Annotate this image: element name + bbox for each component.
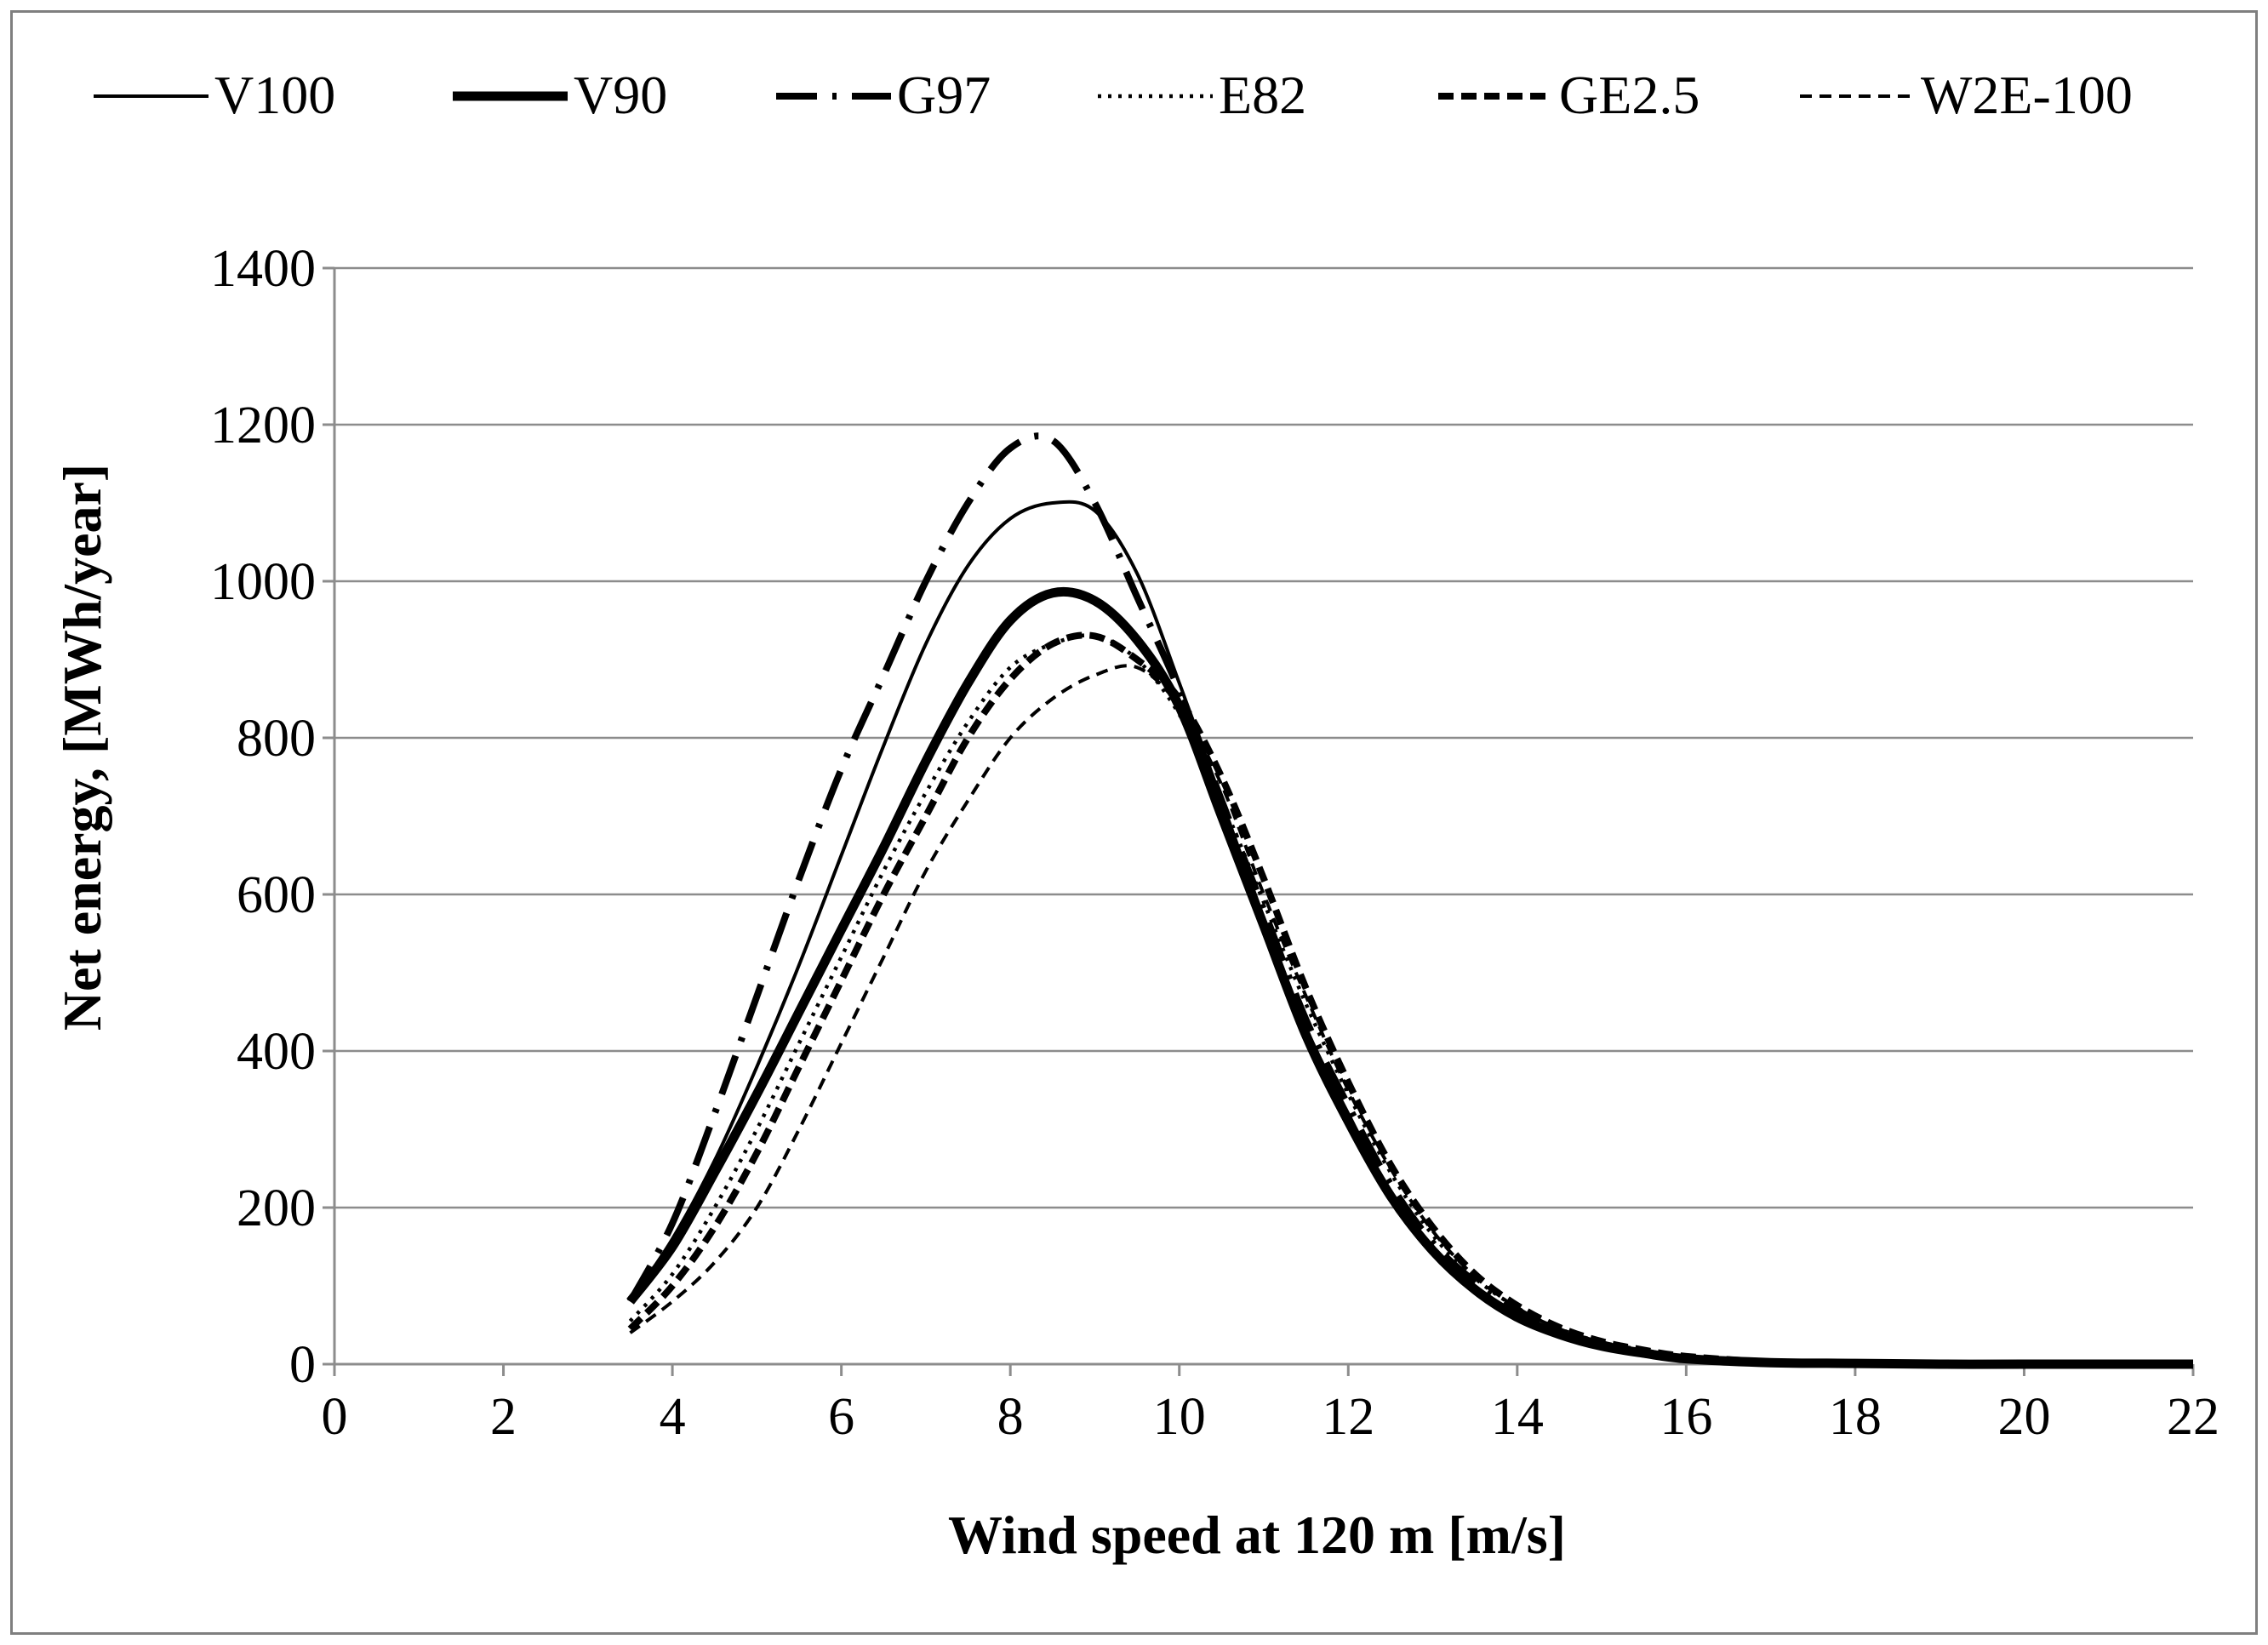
- series-line-ge2-5: [627, 631, 2193, 1368]
- legend-label-g97: G97: [897, 65, 991, 125]
- series-line-e82: [628, 633, 2193, 1367]
- x-tick-label: 10: [1153, 1388, 1206, 1446]
- x-tick-label: 4: [660, 1388, 686, 1446]
- legend-label-w2e-100: W2E-100: [1921, 65, 2133, 125]
- y-tick-label: 600: [237, 866, 316, 924]
- x-tick-label: 0: [322, 1388, 348, 1446]
- y-tick-label: 800: [237, 710, 316, 768]
- legend: V100 V90 G97 E82 GE2.5 W2E-100: [94, 65, 2133, 125]
- x-tick-label: 18: [1829, 1388, 1882, 1446]
- y-tick-label: 400: [237, 1023, 316, 1081]
- x-tick-label: 22: [2167, 1388, 2219, 1446]
- series-lines: [626, 432, 2193, 1369]
- y-tick-label: 1000: [210, 553, 316, 611]
- axes: [323, 266, 2195, 1376]
- legend-label-ge2-5: GE2.5: [1559, 65, 1700, 125]
- x-tick-label: 2: [490, 1388, 517, 1446]
- y-axis-title: Net energy, [MWh/year]: [52, 464, 112, 1031]
- legend-label-v100: V100: [214, 65, 335, 125]
- x-tick-label: 8: [997, 1388, 1024, 1446]
- x-tick-label: 16: [1660, 1388, 1712, 1446]
- x-tick-label: 14: [1491, 1388, 1544, 1446]
- x-tick-label: 20: [1997, 1388, 2050, 1446]
- y-tick-label: 200: [237, 1179, 316, 1237]
- y-tick-label: 1400: [210, 240, 316, 298]
- legend-label-v90: V90: [574, 65, 667, 125]
- x-tick-label: 6: [828, 1388, 854, 1446]
- gridlines: [334, 266, 2193, 1209]
- tick-labels: 0 200 400 600 800 1000 1200 1400 0 2 4 6 8 10 12 14 16 18…: [210, 240, 2219, 1446]
- y-tick-label: 1200: [210, 397, 316, 454]
- series-line-w2e-100: [629, 664, 2193, 1367]
- legend-label-e82: E82: [1219, 65, 1306, 125]
- y-tick-label: 0: [289, 1336, 316, 1394]
- series-line-v90: [626, 586, 2193, 1369]
- x-tick-label: 12: [1322, 1388, 1374, 1446]
- x-axis-title: Wind speed at 120 m [m/s]: [948, 1505, 1566, 1565]
